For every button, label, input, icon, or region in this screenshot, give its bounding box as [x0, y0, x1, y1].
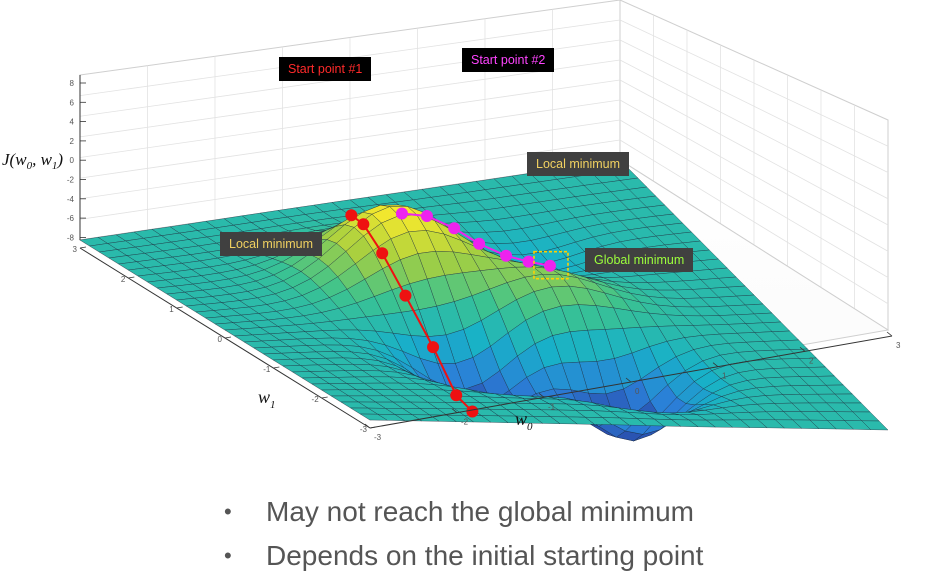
- surface-figure: 8 6 4 2 0 -2 -4 -6 -8 3 2 1 0 -1 -2 -3 -3 -2 -1 0 1 2 3 J(w0, …: [2, 0, 901, 442]
- x-tick-mark: [799, 347, 806, 352]
- z-tick-label: 2: [70, 137, 75, 146]
- z-tick-label: -6: [67, 214, 75, 223]
- y-tick-label: -3: [360, 425, 368, 434]
- wall-grid-line: [619, 59, 889, 200]
- x-tick-mark: [451, 408, 458, 413]
- path-2-point: [473, 237, 486, 250]
- wall-grid-line: [79, 99, 621, 179]
- z-tick-label: -4: [67, 195, 75, 204]
- wall-grid-line: [619, 99, 889, 252]
- path-1-point: [376, 247, 389, 260]
- bullet-item: • Depends on the initial starting point: [218, 534, 703, 578]
- y-tick-mark: [224, 336, 232, 339]
- bullet-dot-icon: •: [224, 499, 232, 524]
- axis-ticks: 8 6 4 2 0 -2 -4 -6 -8 3 2 1 0 -1 -2 -3 -3 -2 -1 0 1 2 3: [67, 79, 901, 442]
- x-tick-label: 2: [809, 356, 814, 365]
- y-tick-mark: [79, 246, 87, 249]
- x-tick-label: 0: [635, 387, 640, 396]
- z-tick-label: 4: [70, 118, 75, 127]
- local-minimum-left-label: Local minimum: [220, 232, 323, 256]
- path-2-point: [395, 207, 408, 220]
- x-tick-mark: [625, 377, 632, 383]
- x-tick-label: -2: [461, 418, 469, 427]
- x-tick-label: -1: [548, 402, 556, 411]
- path-1-point: [399, 289, 412, 302]
- y-tick-mark: [128, 276, 135, 279]
- z-tick-label: -8: [67, 233, 75, 242]
- path-2-point: [420, 210, 433, 223]
- z-tick-label: 8: [70, 79, 75, 88]
- global-minimum-label: Global minimum: [585, 248, 694, 272]
- y-tick-label: -1: [263, 365, 271, 374]
- path-2-point: [522, 255, 535, 268]
- wall-grid-line: [79, 119, 621, 200]
- x-tick-mark: [538, 393, 545, 398]
- y-tick-mark: [369, 426, 377, 429]
- descent-paths: [345, 207, 569, 418]
- path-2-point: [448, 222, 461, 235]
- y-tick-mark: [321, 396, 328, 399]
- local-minimum-right-label: Local minimum: [527, 152, 630, 176]
- y-axis-title: w1: [258, 387, 276, 411]
- wall-grid-line: [619, 119, 889, 278]
- y-tick-label: 2: [121, 275, 126, 284]
- path-1-segment: [381, 252, 407, 297]
- path-1-point: [466, 405, 479, 418]
- x-tick-label: -3: [374, 433, 382, 442]
- x-tick-label: 3: [896, 341, 901, 350]
- start-point-2-label: Start point #2: [462, 48, 555, 72]
- z-tick-label: -2: [67, 176, 75, 185]
- y-tick-mark: [176, 306, 183, 309]
- bullet-dot-icon: •: [224, 543, 232, 568]
- bullet-list: • May not reach the global minimum • Depen…: [218, 490, 703, 578]
- local-minimum-highlight-box: [533, 250, 569, 280]
- path-1-segment: [404, 295, 434, 348]
- path-1-point: [427, 341, 440, 354]
- bullet-item: • May not reach the global minimum: [218, 490, 703, 534]
- x-tick-mark: [712, 362, 719, 367]
- y-tick-label: 1: [169, 305, 174, 314]
- y-tick-label: 0: [218, 335, 223, 344]
- y-tick-label: -2: [312, 395, 320, 404]
- surface-plot: 8 6 4 2 0 -2 -4 -6 -8 3 2 1 0 -1 -2 -3 -3 -2 -1 0 1 2 3 J(w0, …: [2, 0, 901, 442]
- start-point-1-label: Start point #1: [279, 57, 372, 81]
- path-2-point: [500, 249, 513, 262]
- y-tick-label: 3: [73, 245, 78, 254]
- z-tick-label: 0: [70, 156, 75, 165]
- path-1-point: [345, 209, 358, 222]
- path-2-point: [543, 259, 556, 272]
- path-1-segment: [432, 346, 458, 396]
- wall-grid: [79, 9, 889, 309]
- surface-mesh: [79, 159, 889, 442]
- wall-grid-line: [619, 39, 889, 173]
- path-1-point: [357, 218, 370, 231]
- z-axis-title: J(w0, w1): [2, 150, 63, 172]
- x-tick-label: 1: [722, 372, 727, 381]
- wall-grid-line: [619, 139, 889, 305]
- path-1-point: [450, 389, 463, 402]
- wall-grid-line: [79, 79, 621, 158]
- z-tick-label: 6: [70, 98, 75, 107]
- wall-grid-line: [619, 79, 889, 226]
- wall-grid-line: [619, 19, 889, 147]
- wall-grid-line: [79, 59, 621, 138]
- y-tick-mark: [273, 366, 280, 369]
- x-tick-mark: [364, 423, 371, 429]
- x-axis-title: w0: [515, 409, 533, 433]
- surface-facet: [359, 413, 389, 421]
- x-tick-mark: [886, 331, 893, 337]
